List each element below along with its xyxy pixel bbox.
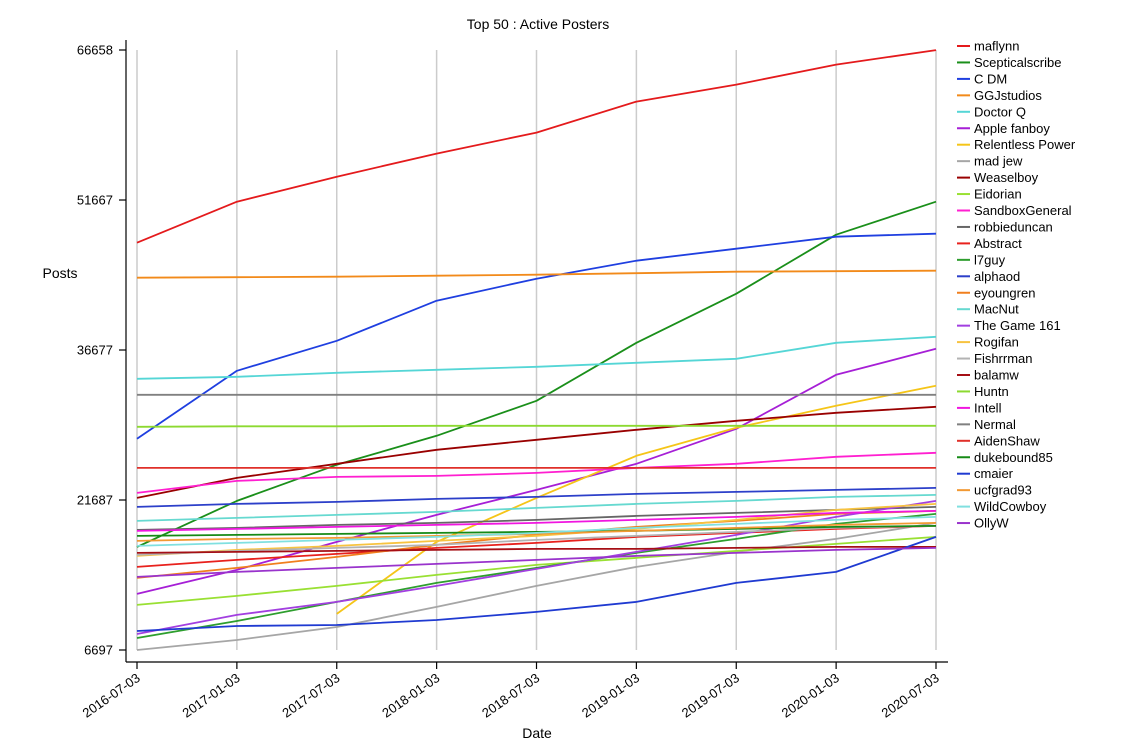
y-tick-label: 6697 [84,643,113,658]
grid-lines [136,50,937,650]
series-line-abstract [136,525,937,568]
legend-label: SandboxGeneral [974,203,1072,218]
legend-label: GGJstudios [974,88,1042,103]
x-tick-label: 2020-01-03 [779,670,842,720]
series-line-macnut [136,494,937,522]
series-line-sandboxgeneral [136,451,937,494]
legend-label: mad jew [974,154,1023,169]
legend-label: alphaod [974,269,1020,284]
legend-label: The Game 161 [974,318,1061,333]
chart-title: Top 50 : Active Posters [467,16,609,32]
legend-label: WildCowboy [974,499,1047,514]
legend-label: Relentless Power [974,137,1076,152]
series-line-maflynn [136,49,937,244]
x-axis-ticks: 2016-07-03 2017-01-03 2017-07-03 2018-01-03… [80,662,942,721]
series-line-c-dm [136,232,937,440]
legend-label: dukebound85 [974,450,1053,465]
legend-label: cmaier [974,466,1014,481]
x-tick-label: 2016-07-03 [80,670,143,720]
series-line-apple-fanboy [136,347,937,595]
series-line-scepticalscribe [136,200,937,548]
legend-label: Doctor Q [974,104,1026,119]
y-tick-label: 36677 [77,343,113,358]
series-line-fishrrman [136,525,937,556]
legend-label: AidenShaw [974,433,1040,448]
y-axis-label: Posts [42,265,77,281]
legend-label: Scepticalscribe [974,55,1061,70]
legend-label: Huntn [974,384,1009,399]
series-line-ucfgrad93 [136,522,937,542]
x-tick-label: 2019-07-03 [679,670,742,720]
legend-label: Intell [974,400,1002,415]
series-line-weaselboy [136,405,937,499]
series-line-dukebound85 [136,525,937,537]
legend-label: C DM [974,71,1007,86]
y-tick-label: 21687 [77,493,113,508]
legend-label: OllyW [974,516,1009,531]
series-line-cmaier [136,536,937,632]
legend-label: Nermal [974,417,1016,432]
plot-series [136,49,937,651]
series-line-intell [136,510,937,532]
legend-label: Rogifan [974,335,1019,350]
x-tick-label: 2018-01-03 [379,670,442,720]
legend-label: l7guy [974,252,1006,267]
series-line-mad-jew [136,522,937,651]
series-line-balamw [136,546,936,554]
legend-label: Apple fanboy [974,121,1050,136]
legend-label: eyoungren [974,285,1035,300]
series-line-eyoungren [136,510,937,579]
legend-label: Eidorian [974,187,1022,202]
legend-label: Fishrrman [974,351,1033,366]
x-tick-label: 2017-01-03 [180,670,243,720]
series-line-huntn [136,424,936,428]
legend-label: Weaselboy [974,170,1039,185]
x-tick-label: 2019-01-03 [579,670,642,720]
legend-label: Abstract [974,236,1022,251]
series-line-wildcowboy [136,516,937,547]
legend-label: ucfgrad93 [974,483,1032,498]
legend-label: balamw [974,368,1019,383]
series-line-ollyw [136,547,937,578]
y-axis-ticks: 6697 21687 36677 51667 66658 [77,43,126,658]
series-line-alphaod [136,487,937,508]
legend-label: maflynn [974,39,1020,54]
x-axis-label: Date [522,725,552,741]
y-tick-label: 51667 [77,193,113,208]
series-line-doctor-q [136,335,937,380]
series-line-ggjstudios [136,269,937,279]
x-tick-label: 2020-07-03 [879,670,942,720]
series-line-the-game-161 [136,500,937,635]
series-line-relentless-power [336,384,937,615]
series-line-robbieduncan [136,506,937,531]
series-line-eidorian [136,536,937,606]
legend-label: MacNut [974,302,1019,317]
x-tick-label: 2018-07-03 [479,670,542,720]
series-line-rogifan [136,503,937,557]
y-tick-label: 66658 [77,43,113,58]
legend-label: robbieduncan [974,219,1053,234]
x-tick-label: 2017-07-03 [279,670,342,720]
